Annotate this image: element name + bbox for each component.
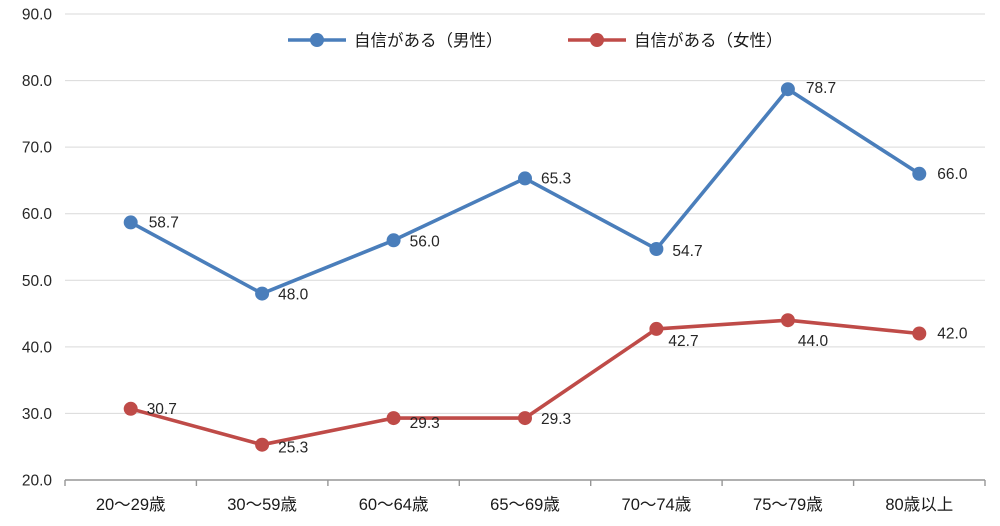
y-tick-label: 80.0 [22,73,53,90]
data-point-label: 56.0 [410,233,441,250]
data-point-label: 42.7 [668,333,698,350]
data-point-marker [255,437,270,452]
x-category-label: 80歳以上 [885,495,953,514]
data-point-marker [912,166,927,181]
y-tick-label: 20.0 [22,473,53,490]
y-tick-label: 70.0 [22,140,53,157]
data-point-marker [518,411,532,426]
data-point-label: 78.7 [806,80,836,97]
data-point-marker [649,321,664,336]
data-point-marker [386,233,401,248]
series-line [128,87,922,296]
data-point-label: 58.7 [149,214,179,231]
data-point-label: 48.0 [278,287,309,304]
data-point-marker [518,171,532,186]
y-tick-label: 50.0 [22,273,53,290]
legend-label: 自信がある（女性） [634,31,783,50]
y-tick-label: 40.0 [22,339,53,356]
x-category-label: 30〜59歳 [227,495,297,514]
data-point-marker [255,286,270,301]
y-tick-label: 90.0 [22,7,53,24]
data-point-label: 30.7 [147,401,177,418]
data-point-marker [123,215,138,230]
data-point-label: 44.0 [798,333,829,350]
y-tick-label: 60.0 [22,206,53,223]
data-point-marker [649,242,664,256]
legend-marker [590,33,604,47]
legend-marker [310,33,324,47]
legend-label: 自信がある（男性） [354,31,503,50]
x-category-label: 20〜29歳 [96,495,166,514]
data-point-label: 29.3 [410,415,440,432]
x-category-label: 75〜79歳 [753,495,823,514]
data-point-label: 66.0 [937,166,968,183]
x-category-label: 60〜64歳 [359,495,429,514]
data-point-marker [780,313,795,328]
data-point-marker [780,82,795,97]
x-category-label: 65〜69歳 [490,495,560,514]
data-point-marker [386,411,401,426]
x-category-label: 70〜74歳 [622,495,692,514]
data-point-label: 25.3 [278,440,308,457]
data-point-marker [912,326,927,341]
data-point-label: 42.0 [937,326,968,343]
data-point-marker [123,401,138,416]
y-tick-label: 30.0 [22,406,53,423]
data-point-label: 54.7 [672,243,702,260]
data-point-label: 29.3 [541,411,571,428]
data-point-label: 65.3 [541,170,571,187]
